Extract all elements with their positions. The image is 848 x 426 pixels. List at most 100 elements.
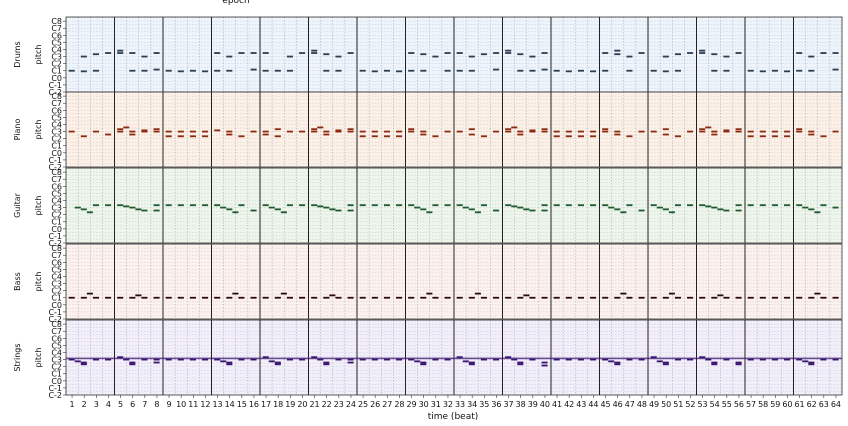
x-tick-label: 5: [118, 400, 123, 409]
x-tick-label: 58: [758, 400, 768, 409]
note: [517, 53, 524, 56]
note: [123, 358, 130, 361]
note: [590, 296, 597, 299]
y-tick-label: C5: [51, 341, 62, 350]
note: [335, 55, 342, 58]
note: [541, 128, 548, 131]
note: [796, 52, 803, 54]
note: [480, 204, 487, 207]
note: [323, 53, 330, 56]
x-tick-label: 16: [249, 400, 259, 409]
note: [565, 204, 572, 207]
note: [153, 130, 160, 133]
note: [129, 361, 136, 364]
note: [371, 204, 378, 207]
note: [92, 296, 99, 299]
note: [474, 211, 481, 214]
note: [153, 361, 160, 364]
note: [420, 363, 427, 366]
note: [226, 130, 233, 133]
note: [420, 133, 427, 136]
y-tick-label: C3: [51, 356, 62, 365]
note: [529, 69, 536, 72]
note: [92, 358, 99, 361]
note: [553, 135, 560, 138]
track-name: Strings: [13, 343, 22, 371]
x-tick-label: 49: [649, 400, 659, 409]
x-tick-label: 61: [794, 400, 804, 409]
note: [650, 356, 657, 359]
note: [674, 358, 681, 361]
note: [577, 130, 584, 133]
x-tick-label: 13: [212, 400, 222, 409]
note: [711, 363, 718, 366]
note: [674, 69, 681, 72]
note: [614, 361, 621, 364]
note: [505, 49, 512, 52]
note: [541, 52, 548, 54]
note: [420, 361, 427, 364]
note: [444, 69, 451, 72]
note: [359, 204, 366, 207]
note: [711, 133, 718, 136]
note: [456, 204, 463, 207]
note: [238, 358, 245, 361]
note: [711, 130, 718, 133]
note: [480, 296, 487, 299]
note: [432, 296, 439, 299]
note: [232, 211, 239, 214]
y-tick-label: C1: [51, 218, 62, 227]
note: [468, 363, 475, 366]
note: [92, 69, 99, 72]
note: [420, 296, 427, 299]
note: [347, 204, 354, 207]
note: [444, 204, 451, 207]
x-tick-label: 44: [588, 400, 598, 409]
x-tick-label: 40: [540, 400, 550, 409]
x-tick-label: 30: [419, 400, 429, 409]
note: [796, 358, 803, 361]
note: [408, 130, 415, 133]
note: [226, 208, 233, 211]
note: [662, 133, 669, 136]
note: [723, 130, 730, 133]
note: [262, 130, 269, 133]
note: [359, 130, 366, 133]
note: [105, 52, 112, 54]
note: [383, 135, 390, 138]
note: [462, 206, 469, 209]
note: [299, 130, 306, 133]
note: [517, 361, 524, 364]
note: [674, 53, 681, 56]
note: [662, 208, 669, 211]
note: [420, 53, 427, 56]
note: [250, 358, 257, 361]
note: [820, 204, 827, 207]
note: [759, 358, 766, 361]
note: [432, 358, 439, 361]
note: [723, 296, 730, 299]
note: [602, 204, 609, 207]
note: [614, 130, 621, 133]
note: [796, 69, 803, 72]
note: [141, 129, 148, 132]
x-tick-label: 62: [807, 400, 817, 409]
note: [674, 296, 681, 299]
y-tick-label: C-1: [48, 384, 62, 393]
note: [396, 296, 403, 299]
note: [602, 69, 609, 72]
note: [74, 206, 81, 209]
x-tick-label: 48: [637, 400, 647, 409]
note: [662, 128, 669, 131]
y-tick-label: C5: [51, 38, 62, 47]
note: [456, 52, 463, 54]
note: [408, 52, 415, 54]
note: [286, 358, 293, 361]
note: [808, 208, 815, 211]
note: [747, 358, 754, 361]
note: [626, 296, 633, 299]
note: [80, 55, 87, 58]
